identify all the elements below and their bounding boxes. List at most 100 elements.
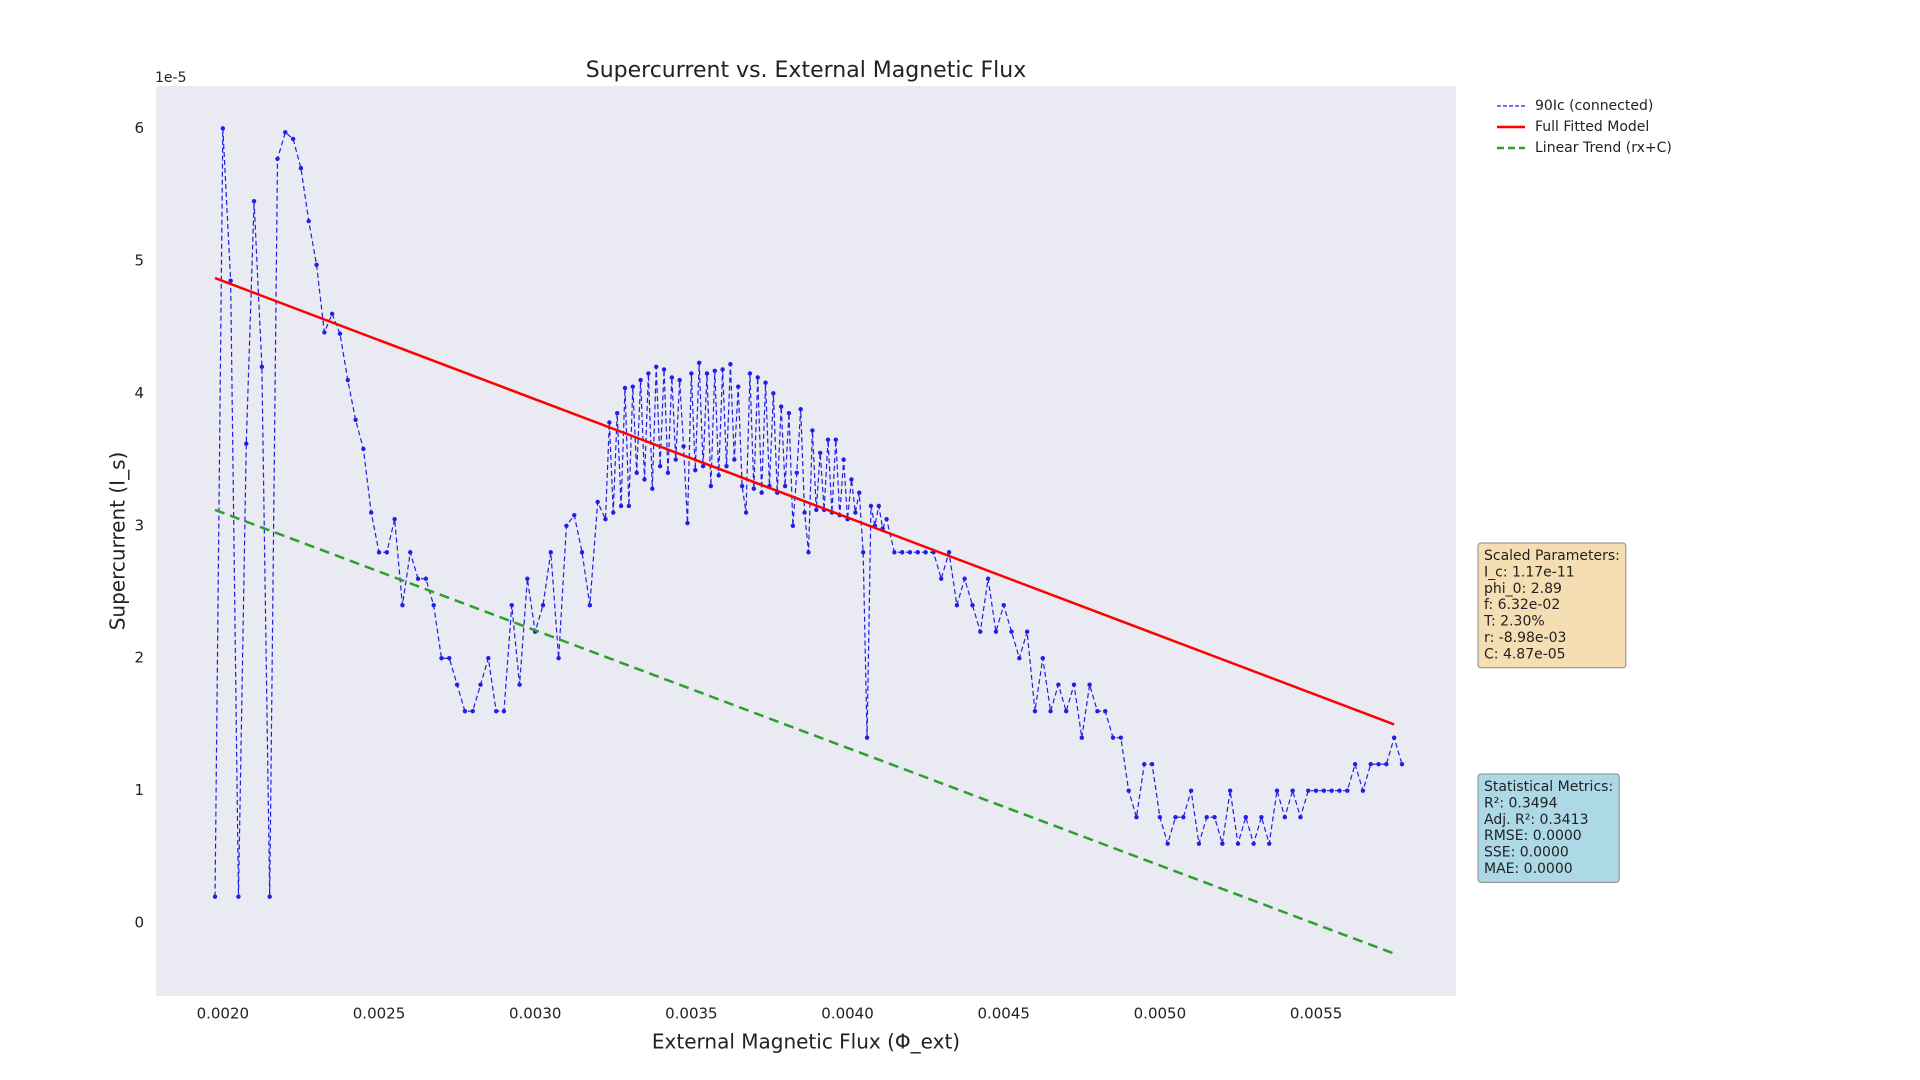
- data-point: [1095, 709, 1100, 714]
- data-point: [946, 550, 952, 555]
- data-point: [1290, 788, 1295, 793]
- data-point: [993, 629, 999, 634]
- data-point: [786, 410, 792, 416]
- data-point: [1165, 841, 1170, 846]
- data-point: [915, 550, 921, 555]
- annotation-text: C: 4.87e-05: [1484, 646, 1566, 662]
- data-point: [685, 520, 690, 526]
- data-point: [306, 218, 311, 224]
- data-point: [665, 470, 671, 475]
- x-tick-label: 0.0030: [509, 1005, 562, 1023]
- data-point: [939, 576, 944, 581]
- data-point: [337, 331, 343, 336]
- data-point: [1321, 788, 1327, 793]
- data-point: [907, 550, 913, 555]
- data-point: [661, 367, 667, 372]
- data-point: [1204, 814, 1209, 820]
- data-point: [876, 503, 881, 509]
- data-point: [720, 367, 725, 372]
- data-point: [700, 463, 706, 469]
- data-point: [423, 576, 429, 581]
- data-point: [244, 441, 249, 446]
- annotation-text: R²: 0.3494: [1484, 795, 1558, 811]
- y-axis-label: Supercurrent (I_s): [106, 452, 130, 631]
- data-point: [849, 477, 854, 482]
- data-point: [626, 503, 632, 509]
- data-point: [329, 311, 335, 317]
- legend-label: Full Fitted Model: [1535, 119, 1649, 135]
- data-point: [1188, 788, 1194, 793]
- series-line: [214, 128, 1403, 897]
- data-point: [1048, 709, 1053, 714]
- data-point: [579, 550, 585, 555]
- data-point: [603, 516, 608, 522]
- data-point: [962, 576, 967, 581]
- data-point: [1134, 814, 1139, 820]
- data-point: [864, 735, 870, 740]
- data-point: [556, 656, 561, 661]
- series-line: [214, 508, 1395, 955]
- data-point: [525, 576, 530, 581]
- data-point: [1368, 761, 1373, 767]
- annotation-text: MAE: 0.0000: [1484, 861, 1573, 877]
- data-point: [732, 457, 737, 462]
- data-point: [900, 550, 905, 555]
- data-point: [384, 550, 390, 555]
- data-point: [447, 656, 452, 661]
- data-point: [622, 385, 628, 391]
- data-point: [681, 444, 686, 449]
- data-point: [1017, 656, 1022, 661]
- data-point: [267, 894, 272, 899]
- data-point: [736, 384, 741, 389]
- data-point: [392, 516, 397, 522]
- data-point: [1173, 814, 1178, 820]
- data-point: [755, 375, 760, 380]
- data-point: [408, 550, 413, 555]
- data-point: [1212, 814, 1217, 820]
- legend-label: Linear Trend (rx+C): [1535, 140, 1672, 156]
- data-point: [1103, 709, 1108, 714]
- data-point: [654, 364, 659, 370]
- data-point: [696, 360, 702, 366]
- data-point: [614, 410, 620, 416]
- x-tick-label: 0.0055: [1290, 1005, 1343, 1023]
- data-point: [251, 199, 257, 204]
- data-point: [509, 603, 514, 608]
- data-point: [275, 156, 280, 162]
- data-point: [728, 361, 733, 367]
- data-point: [677, 377, 682, 383]
- data-point: [462, 709, 468, 714]
- data-point: [841, 457, 846, 462]
- plot-area: [156, 86, 1456, 996]
- data-point: [361, 446, 366, 452]
- data-point: [712, 368, 717, 373]
- data-point: [314, 262, 319, 268]
- data-point: [478, 682, 483, 687]
- data-point: [1274, 788, 1280, 793]
- y-tick-label: 0: [134, 914, 144, 932]
- data-point: [1079, 735, 1085, 740]
- legend-label: 90Ic (connected): [1535, 98, 1653, 114]
- data-point: [892, 550, 897, 555]
- x-axis-label: External Magnetic Flux (Φ_ext): [652, 1030, 960, 1054]
- data-point: [431, 603, 436, 608]
- data-point: [857, 490, 862, 495]
- data-point: [595, 499, 600, 505]
- data-point: [923, 550, 928, 555]
- data-point: [1384, 761, 1389, 767]
- data-point: [739, 483, 745, 489]
- data-point: [802, 510, 807, 515]
- data-point: [833, 437, 839, 442]
- data-point: [493, 709, 499, 714]
- data-point: [759, 490, 764, 495]
- data-point: [454, 682, 460, 687]
- data-point: [1149, 761, 1155, 767]
- data-point: [669, 375, 675, 380]
- data-point: [657, 463, 663, 469]
- data-point: [642, 477, 647, 482]
- data-point: [818, 450, 823, 456]
- data-point: [751, 486, 757, 491]
- x-tick-label: 0.0035: [665, 1005, 718, 1023]
